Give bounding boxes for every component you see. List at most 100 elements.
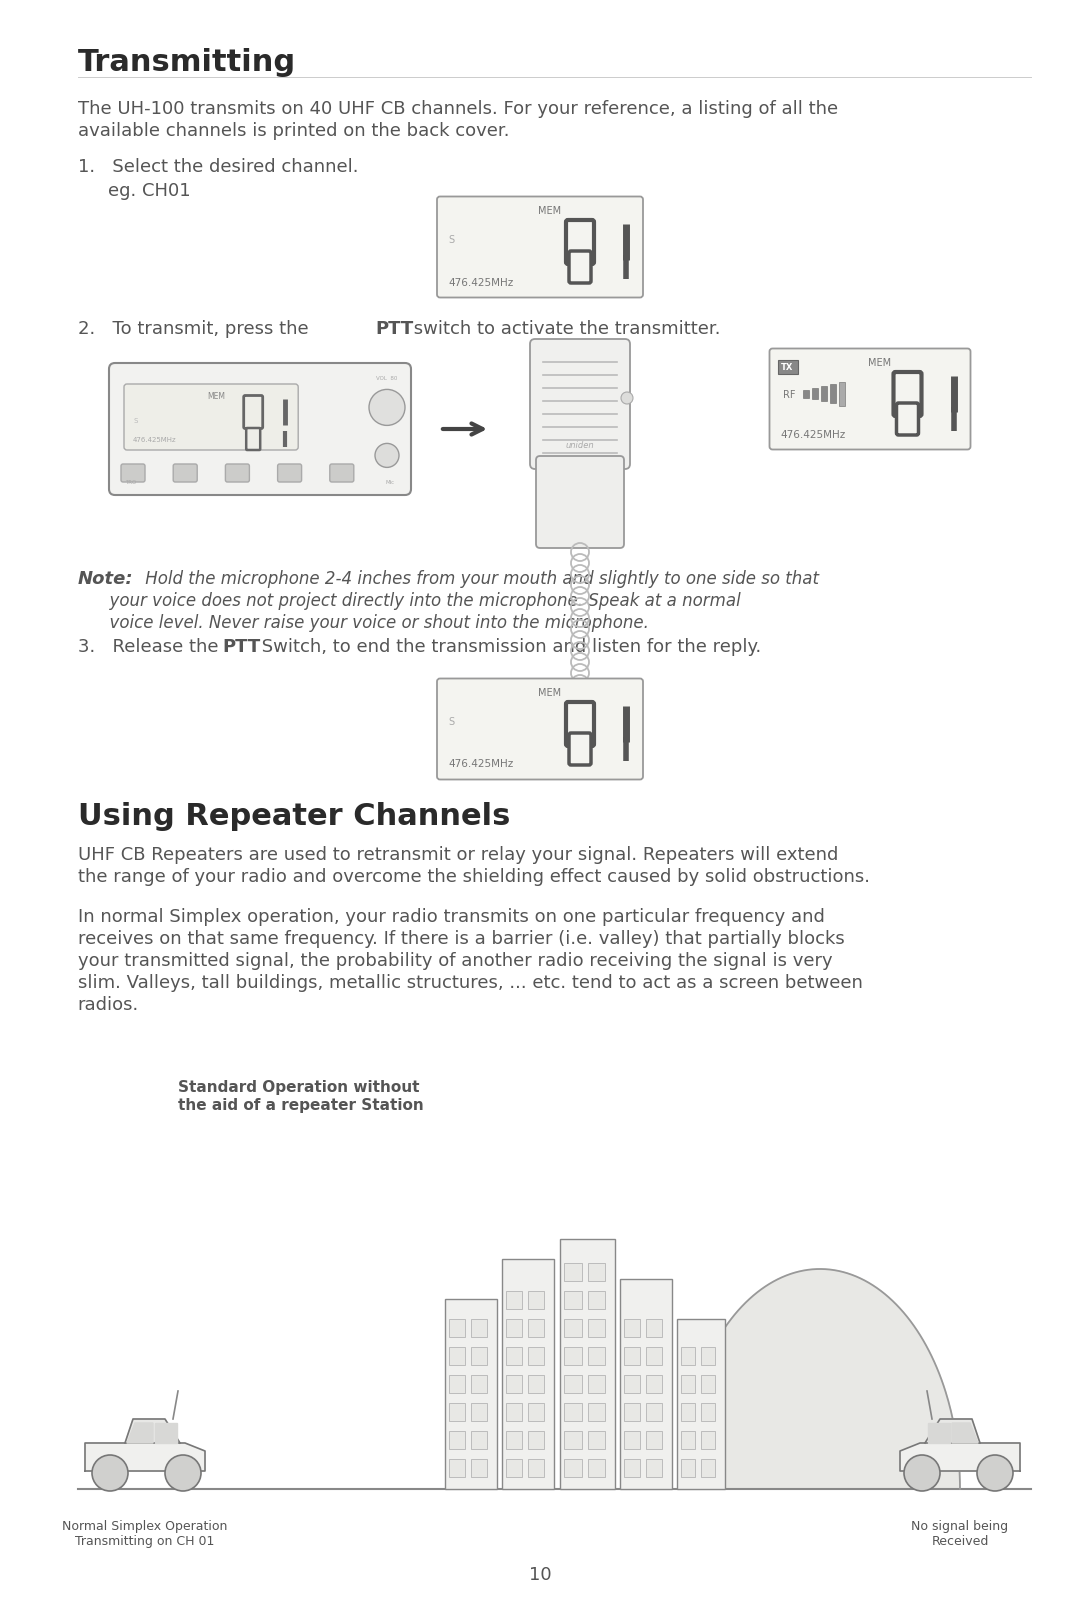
Bar: [588, 1264, 605, 1282]
Text: MEM: MEM: [539, 207, 562, 216]
Bar: [471, 1319, 487, 1336]
Text: slim. Valleys, tall buildings, metallic structures, ... etc. tend to act as a sc: slim. Valleys, tall buildings, metallic …: [78, 973, 863, 991]
Text: RF: RF: [783, 389, 795, 400]
Bar: [564, 1319, 581, 1336]
FancyBboxPatch shape: [329, 465, 354, 483]
Text: Note:: Note:: [78, 570, 134, 587]
Text: Hold the microphone 2-4 inches from your mouth and slightly to one side so that: Hold the microphone 2-4 inches from your…: [139, 570, 819, 587]
Text: MEM: MEM: [207, 392, 225, 400]
Bar: [677, 1319, 725, 1490]
Bar: [701, 1403, 715, 1420]
Bar: [528, 1403, 544, 1420]
Bar: [528, 1319, 544, 1336]
Text: available channels is printed on the back cover.: available channels is printed on the bac…: [78, 123, 510, 140]
Circle shape: [92, 1456, 129, 1491]
Bar: [701, 1375, 715, 1393]
Text: 476.425MHz: 476.425MHz: [448, 759, 513, 768]
Bar: [646, 1375, 662, 1393]
Text: PTT: PTT: [376, 320, 414, 337]
Bar: [701, 1459, 715, 1477]
Bar: [588, 1459, 605, 1477]
Bar: [624, 1459, 640, 1477]
Bar: [564, 1291, 581, 1309]
Bar: [811, 389, 818, 400]
Text: OFF: OFF: [381, 447, 392, 452]
Polygon shape: [924, 1419, 980, 1443]
Text: S: S: [448, 236, 454, 245]
Text: radios.: radios.: [78, 996, 139, 1014]
Polygon shape: [127, 1424, 153, 1443]
FancyBboxPatch shape: [566, 221, 594, 265]
Text: 2.   To transmit, press the: 2. To transmit, press the: [78, 320, 314, 337]
Polygon shape: [900, 1443, 1020, 1470]
Bar: [588, 1432, 605, 1449]
Text: Transmitting: Transmitting: [78, 48, 296, 77]
Bar: [507, 1348, 522, 1365]
FancyBboxPatch shape: [437, 679, 643, 780]
Circle shape: [375, 444, 399, 468]
Bar: [528, 1432, 544, 1449]
Bar: [624, 1319, 640, 1336]
FancyBboxPatch shape: [569, 733, 591, 765]
Bar: [528, 1348, 544, 1365]
FancyBboxPatch shape: [896, 404, 918, 436]
Bar: [681, 1375, 696, 1393]
Text: CH: CH: [383, 423, 391, 428]
Bar: [821, 387, 826, 402]
Text: uniden: uniden: [566, 441, 594, 450]
FancyBboxPatch shape: [246, 429, 260, 450]
FancyBboxPatch shape: [121, 465, 145, 483]
Circle shape: [165, 1456, 201, 1491]
Text: The UH-100 transmits on 40 UHF CB channels. For your reference, a listing of all: The UH-100 transmits on 40 UHF CB channe…: [78, 100, 838, 118]
Bar: [564, 1432, 581, 1449]
Bar: [701, 1432, 715, 1449]
Bar: [507, 1459, 522, 1477]
Bar: [507, 1319, 522, 1336]
Bar: [588, 1319, 605, 1336]
Text: TX: TX: [781, 363, 794, 371]
Bar: [449, 1459, 465, 1477]
Bar: [502, 1259, 554, 1490]
Text: your transmitted signal, the probability of another radio receiving the signal i: your transmitted signal, the probability…: [78, 951, 833, 970]
Text: 3.   Release the: 3. Release the: [78, 638, 224, 655]
Bar: [445, 1299, 497, 1490]
Bar: [528, 1291, 544, 1309]
Bar: [802, 391, 809, 399]
Bar: [588, 1291, 605, 1309]
Bar: [507, 1432, 522, 1449]
Bar: [449, 1403, 465, 1420]
Text: 10: 10: [529, 1566, 551, 1583]
Bar: [561, 1240, 615, 1490]
Text: No signal being
Received: No signal being Received: [912, 1519, 1009, 1548]
Bar: [838, 383, 845, 407]
FancyBboxPatch shape: [569, 252, 591, 284]
Bar: [624, 1403, 640, 1420]
Polygon shape: [125, 1419, 180, 1443]
Bar: [646, 1432, 662, 1449]
Bar: [528, 1459, 544, 1477]
Bar: [624, 1432, 640, 1449]
Text: your voice does not project directly into the microphone. Speak at a normal: your voice does not project directly int…: [78, 592, 741, 610]
FancyBboxPatch shape: [530, 341, 630, 470]
Text: switch to activate the transmitter.: switch to activate the transmitter.: [408, 320, 720, 337]
Bar: [681, 1459, 696, 1477]
Bar: [681, 1432, 696, 1449]
Bar: [507, 1403, 522, 1420]
Bar: [471, 1375, 487, 1393]
Text: MEM: MEM: [539, 688, 562, 699]
Bar: [471, 1459, 487, 1477]
Text: 476.425MHz: 476.425MHz: [448, 278, 513, 287]
FancyBboxPatch shape: [893, 373, 921, 416]
Bar: [564, 1264, 581, 1282]
Bar: [507, 1375, 522, 1393]
Text: Switch, to end the transmission and listen for the reply.: Switch, to end the transmission and list…: [256, 638, 761, 655]
FancyBboxPatch shape: [173, 465, 198, 483]
Text: eg. CH01: eg. CH01: [108, 182, 190, 200]
FancyBboxPatch shape: [244, 397, 262, 429]
Bar: [528, 1375, 544, 1393]
Text: UHF CB Repeaters are used to retransmit or relay your signal. Repeaters will ext: UHF CB Repeaters are used to retransmit …: [78, 846, 838, 863]
Bar: [588, 1348, 605, 1365]
Text: PTT: PTT: [222, 638, 261, 655]
Polygon shape: [680, 1269, 960, 1490]
Bar: [449, 1375, 465, 1393]
